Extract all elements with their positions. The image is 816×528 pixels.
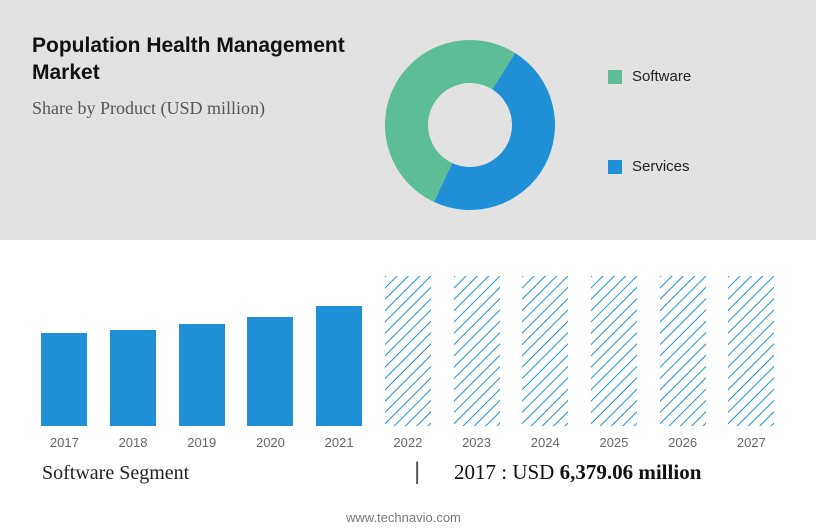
bar-slot: 2025 xyxy=(580,276,649,426)
bar-slot: 2024 xyxy=(511,276,580,426)
bar xyxy=(591,276,637,426)
datapoint-text: 2017 : USD 6,379.06 million xyxy=(454,460,701,485)
bar-xlabel: 2017 xyxy=(30,435,99,450)
bar-xlabel: 2025 xyxy=(580,435,649,450)
bar-slot: 2017 xyxy=(30,276,99,426)
bar-slot: 2023 xyxy=(442,276,511,426)
bar xyxy=(316,306,362,426)
bar-xlabel: 2023 xyxy=(442,435,511,450)
donut-chart xyxy=(0,0,816,245)
bar-slot: 2021 xyxy=(305,276,374,426)
bar-slot: 2018 xyxy=(99,276,168,426)
bar xyxy=(110,330,156,426)
footer-panel: Software Segment | 2017 : USD 6,379.06 m… xyxy=(0,460,816,478)
bar xyxy=(247,317,293,427)
bar xyxy=(522,276,568,426)
bar-chart-panel: 2017201820192020202120222023202420252026… xyxy=(0,240,816,460)
bar-slot: 2022 xyxy=(374,276,443,426)
bar-slot: 2027 xyxy=(717,276,786,426)
bar-slot: 2026 xyxy=(648,276,717,426)
bar-xlabel: 2024 xyxy=(511,435,580,450)
bar-xlabel: 2019 xyxy=(167,435,236,450)
footer-divider: | xyxy=(414,458,420,486)
bar-slot: 2019 xyxy=(167,276,236,426)
segment-label: Software Segment xyxy=(42,462,189,485)
bar-xlabel: 2027 xyxy=(717,435,786,450)
bar xyxy=(385,276,431,426)
bar-plot-area: 2017201820192020202120222023202420252026… xyxy=(30,276,786,426)
legend-swatch xyxy=(608,70,622,84)
legend-row-services: Services xyxy=(608,158,690,175)
bar-slot: 2020 xyxy=(236,276,305,426)
legend-label: Services xyxy=(632,158,690,175)
legend-row-software: Software xyxy=(608,68,691,85)
bar-xlabel: 2022 xyxy=(374,435,443,450)
bar-xlabel: 2026 xyxy=(648,435,717,450)
top-panel: Population Health Management Market Shar… xyxy=(0,0,816,240)
legend-label: Software xyxy=(632,68,691,85)
bar xyxy=(454,276,500,426)
bar xyxy=(41,333,87,426)
bar-xlabel: 2018 xyxy=(99,435,168,450)
bar xyxy=(660,276,706,426)
datapoint-prefix: 2017 : USD xyxy=(454,460,560,484)
source-url: www.technavio.com xyxy=(346,510,461,525)
bar-xlabel: 2021 xyxy=(305,435,374,450)
bar xyxy=(179,324,225,426)
bar-xlabel: 2020 xyxy=(236,435,305,450)
legend-swatch xyxy=(608,160,622,174)
bar xyxy=(728,276,774,426)
datapoint-value: 6,379.06 million xyxy=(560,460,702,484)
